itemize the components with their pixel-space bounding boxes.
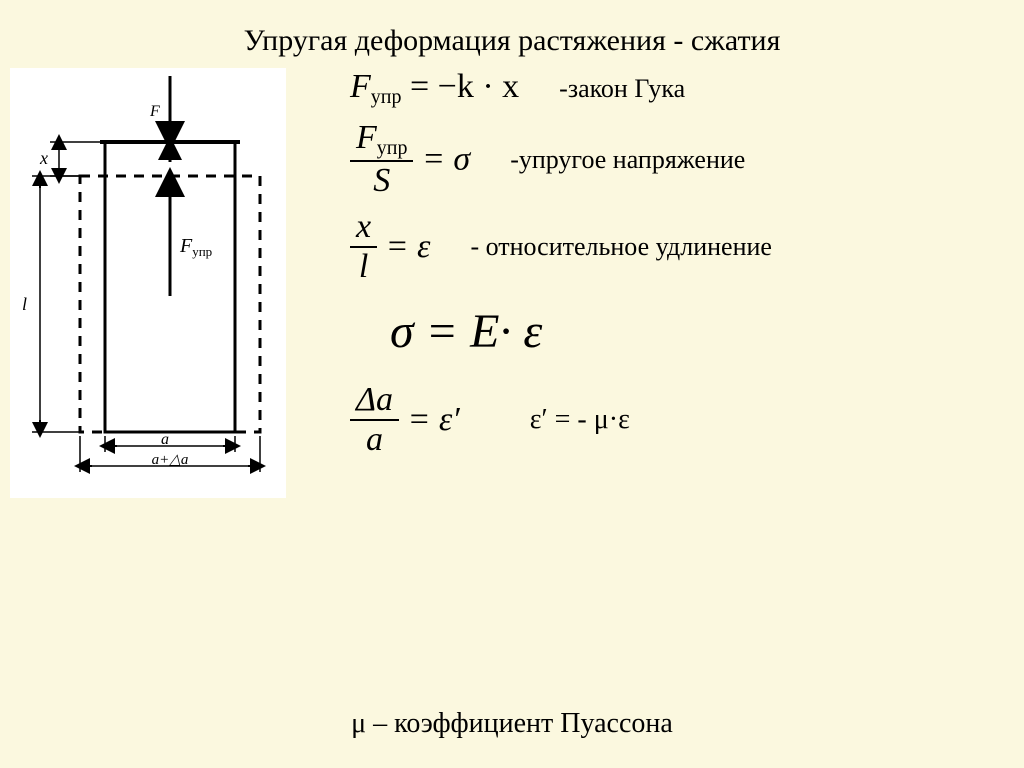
strain-formula: x l = ε [350, 210, 430, 284]
label-a: a [161, 431, 169, 448]
main-formula: σ = E· ε [390, 304, 1004, 359]
page-title: Упругая деформация растяжения - сжатия [0, 0, 1024, 68]
diagram-column: F Fупр x l [0, 68, 320, 498]
hooke-desc: -закон Гука [559, 74, 685, 104]
formulas-column: Fупр = −k · x -закон Гука Fупр S = σ -уп… [320, 68, 1024, 498]
hooke-formula: Fупр = −k · x [350, 68, 519, 109]
label-l: l [22, 294, 27, 314]
strain-row: x l = ε - относительное удлинение [350, 210, 1004, 284]
stress-formula: Fупр S = σ [350, 121, 470, 198]
hooke-row: Fупр = −k · x -закон Гука [350, 68, 1004, 109]
compression-diagram: F Fупр x l [10, 68, 286, 498]
stress-desc: -упругое напряжение [510, 145, 745, 175]
label-a-da: a+△a [152, 452, 189, 468]
content-area: F Fупр x l [0, 68, 1024, 498]
label-Fupr: Fупр [179, 235, 212, 259]
poisson-line: μ – коэффициент Пуассона [0, 708, 1024, 740]
label-F: F [149, 103, 160, 120]
lateral-row: Δa a = ε′ ε′ = - μ·ε [350, 383, 1004, 457]
label-x: x [39, 148, 48, 168]
lateral-relation: ε′ = - μ·ε [530, 404, 630, 436]
stress-row: Fупр S = σ -упругое напряжение [350, 121, 1004, 198]
lateral-formula: Δa a = ε′ [350, 383, 460, 457]
strain-desc: - относительное удлинение [470, 232, 772, 262]
